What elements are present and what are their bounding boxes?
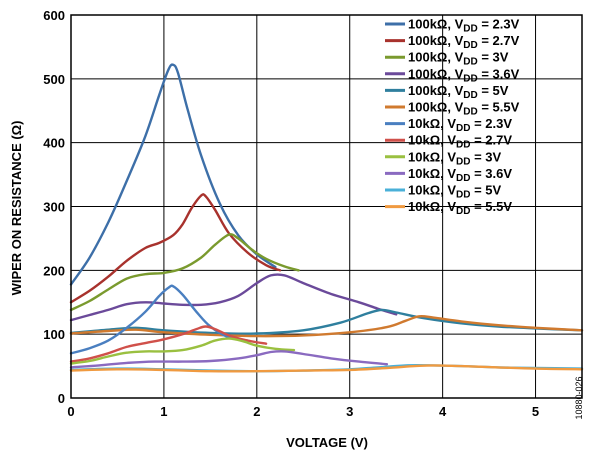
legend-item: 10kΩ, VDD = 2.7V <box>385 133 512 151</box>
y-tick-label: 200 <box>43 263 65 278</box>
y-tick-label: 500 <box>43 72 65 87</box>
legend-label: 100kΩ, VDD = 2.3V <box>408 17 520 35</box>
legend-label: 100kΩ, VDD = 2.7V <box>408 33 520 51</box>
series-line-11 <box>69 364 584 373</box>
legend-item: 10kΩ, VDD = 3.6V <box>385 166 512 184</box>
series-line-2 <box>69 233 300 312</box>
series-line-7 <box>69 325 268 363</box>
legend-label: 100kΩ, VDD = 5.5V <box>408 100 520 118</box>
legend-label: 10kΩ, VDD = 2.7V <box>408 133 512 151</box>
series-line-4 <box>69 308 584 335</box>
x-tick-label: 1 <box>160 404 167 419</box>
y-tick-label: 0 <box>58 391 65 406</box>
legend-item: 10kΩ, VDD = 5.5V <box>385 199 512 217</box>
series-line-5 <box>69 314 584 338</box>
y-tick-label: 400 <box>43 136 65 151</box>
legend-label: 100kΩ, VDD = 3.6V <box>408 66 520 84</box>
legend-item: 100kΩ, VDD = 3V <box>385 50 509 68</box>
series-line-1 <box>69 193 282 304</box>
series-line-8 <box>69 337 296 365</box>
legend-item: 10kΩ, VDD = 2.3V <box>385 116 512 134</box>
legend-item: 100kΩ, VDD = 3.6V <box>385 66 520 84</box>
figure-id: 10880-026 <box>574 376 584 419</box>
plot-frame <box>70 14 583 399</box>
series-line-9 <box>69 350 389 369</box>
x-axis-title: VOLTAGE (V) <box>286 435 368 450</box>
legend-label: 100kΩ, VDD = 5V <box>408 83 509 101</box>
legend-item: 10kΩ, VDD = 5V <box>385 183 502 201</box>
legend-label: 10kΩ, VDD = 5V <box>408 183 502 201</box>
x-tick-label: 0 <box>67 404 74 419</box>
x-tick-label: 4 <box>439 404 447 419</box>
legend-label: 10kΩ, VDD = 2.3V <box>408 116 512 134</box>
y-tick-label: 600 <box>43 8 65 23</box>
x-tick-label: 2 <box>253 404 260 419</box>
legend-label: 100kΩ, VDD = 3V <box>408 50 509 68</box>
axis-ticks: 0 1 2 3 4 5 0 100 200 300 400 500 600 <box>43 8 539 419</box>
x-tick-label: 5 <box>532 404 539 419</box>
x-tick-label: 3 <box>346 404 353 419</box>
y-axis-title: WIPER ON RESISTANCE (Ω) <box>9 121 24 296</box>
series-line-0 <box>69 63 277 286</box>
series-line-3 <box>69 273 398 322</box>
legend-label: 10kΩ, VDD = 3.6V <box>408 166 512 184</box>
legend-item: 100kΩ, VDD = 5V <box>385 83 509 101</box>
grid <box>70 14 582 399</box>
legend-label: 10kΩ, VDD = 3V <box>408 149 502 167</box>
legend-label: 10kΩ, VDD = 5.5V <box>408 199 512 217</box>
legend-item: 10kΩ, VDD = 3V <box>385 149 502 167</box>
series-layer <box>69 63 584 373</box>
legend-item: 100kΩ, VDD = 5.5V <box>385 100 520 118</box>
legend-item: 100kΩ, VDD = 2.7V <box>385 33 520 51</box>
y-tick-label: 100 <box>43 327 65 342</box>
y-tick-label: 300 <box>43 200 65 215</box>
legend-item: 100kΩ, VDD = 2.3V <box>385 17 520 35</box>
